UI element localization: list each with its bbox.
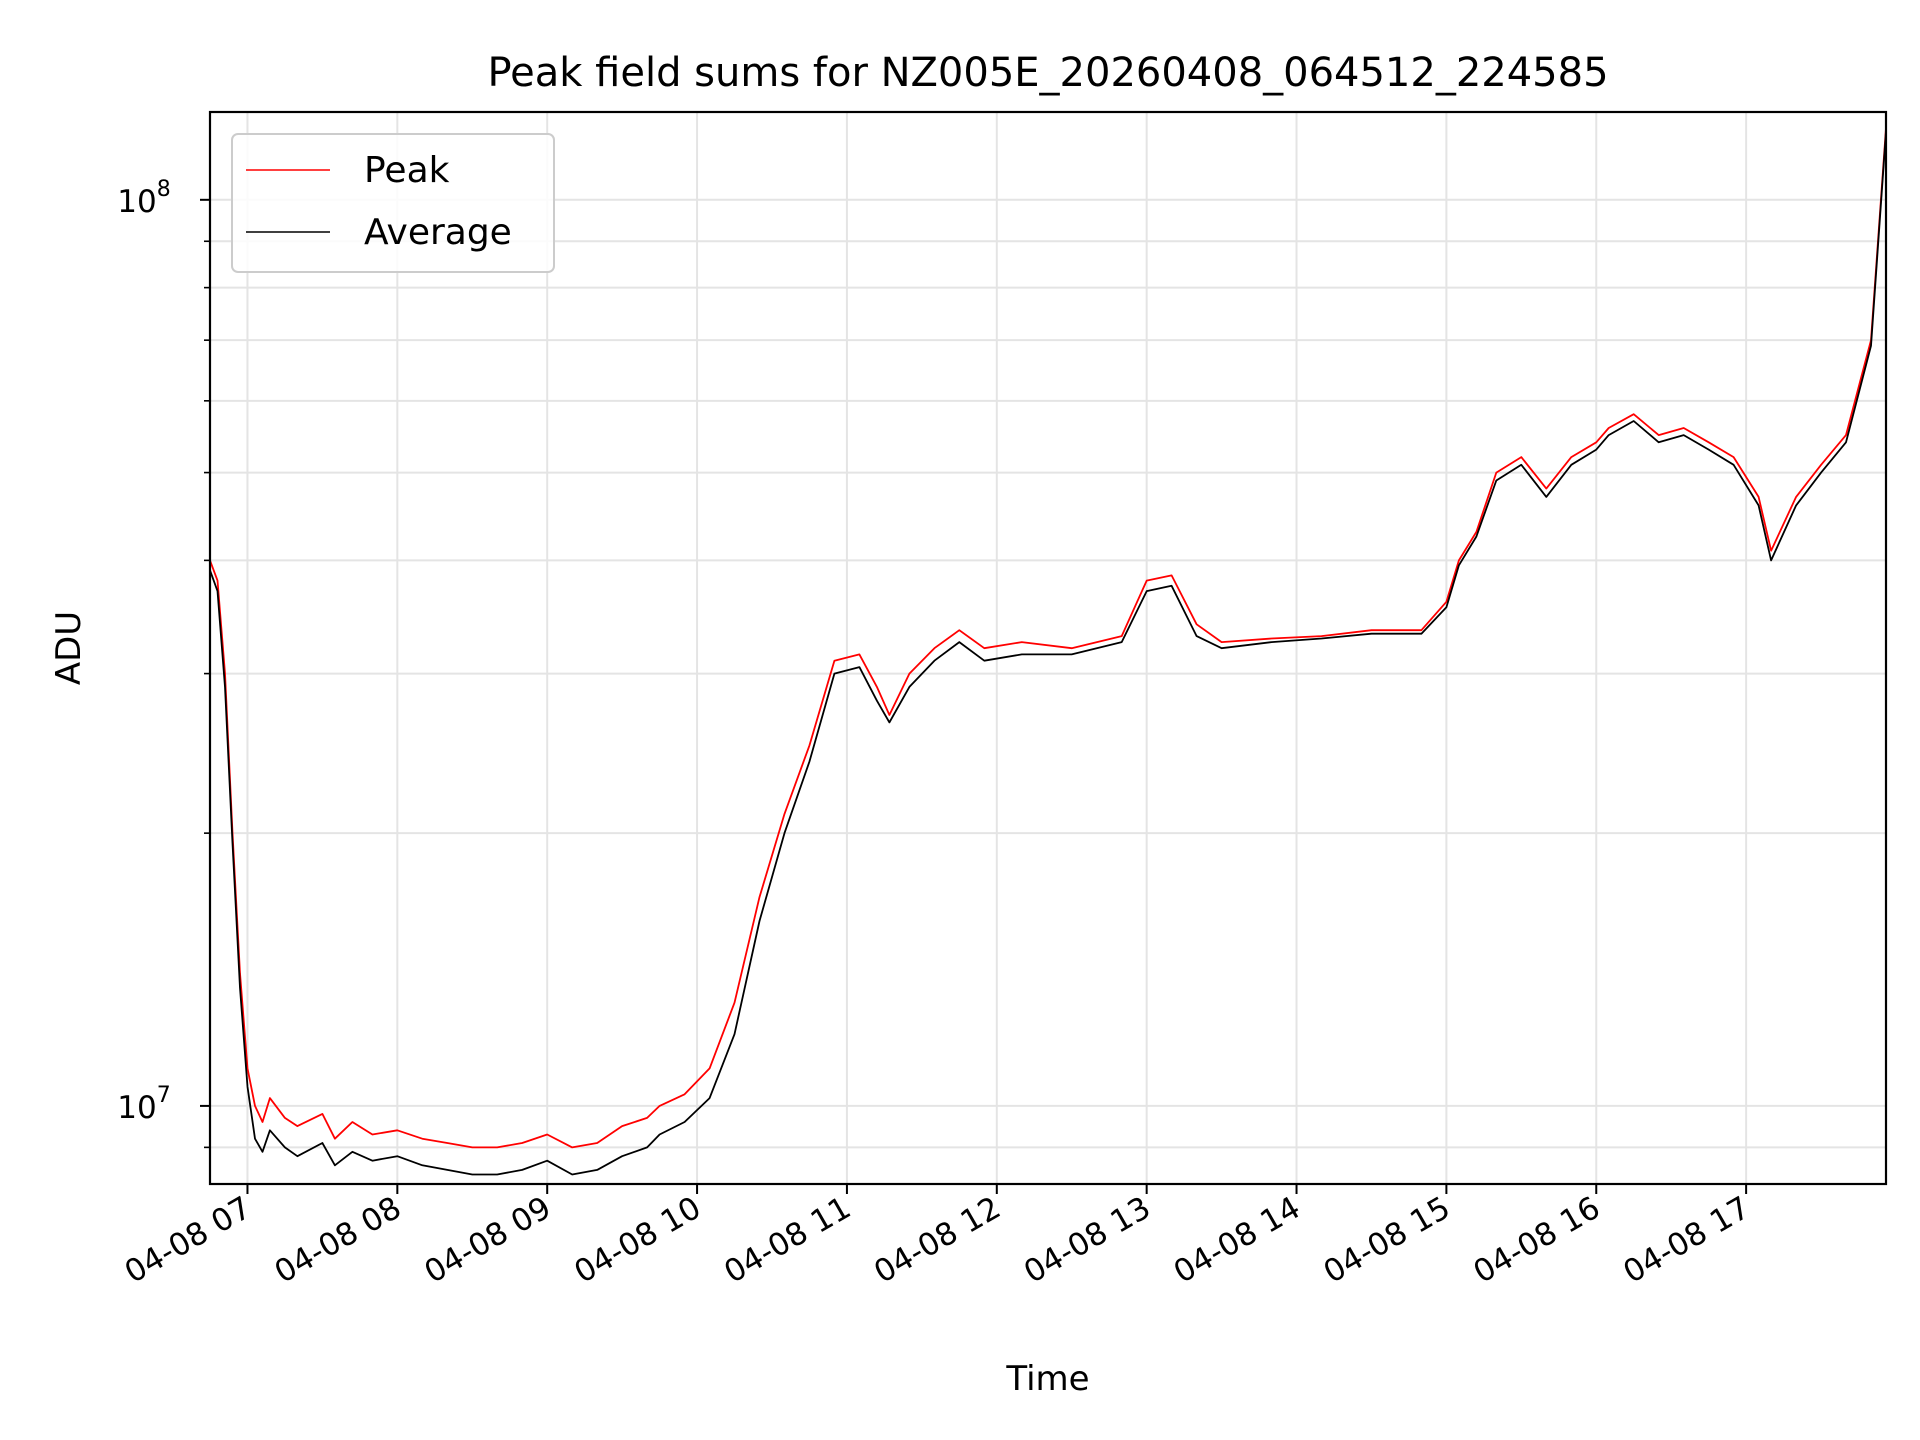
series-line-average (209, 131, 1887, 1176)
y-tick-label: 108 (117, 177, 170, 220)
legend: Peak Average (231, 133, 555, 273)
legend-box (231, 133, 555, 273)
legend-label-peak: Peak (364, 150, 450, 191)
y-axis-label: ADU (49, 611, 89, 685)
grid (210, 112, 1886, 1184)
y-tick-exponent: 7 (157, 1083, 171, 1108)
chart-title: Peak field sums for NZ005E_20260408_0645… (487, 50, 1608, 96)
plot-frame (208, 110, 1888, 1186)
y-tick-label: 107 (117, 1083, 170, 1126)
legend-label-average: Average (364, 212, 512, 253)
x-axis-label: Time (1005, 1359, 1089, 1399)
series-layer (209, 128, 1887, 1176)
y-tick-base: 10 (117, 1090, 156, 1126)
series-line-peak (209, 128, 1887, 1149)
y-tick-base: 10 (117, 184, 156, 220)
y-tick-exponent: 8 (157, 177, 171, 202)
